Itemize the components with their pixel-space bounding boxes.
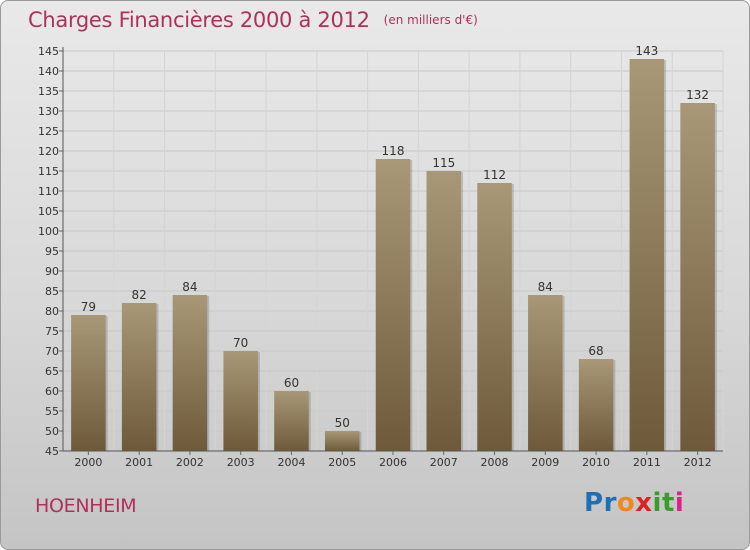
y-tick-label: 75: [45, 325, 59, 338]
y-tick-label: 85: [45, 285, 59, 298]
bar-2006: [375, 159, 411, 451]
x-tick-label: 2012: [684, 456, 712, 469]
y-tick-label: 110: [38, 185, 59, 198]
x-tick-label: 2010: [582, 456, 610, 469]
data-label-2009: 84: [538, 280, 553, 294]
x-tick-label: 2004: [277, 456, 305, 469]
data-label-2007: 115: [432, 156, 455, 170]
y-tick-label: 45: [45, 445, 59, 458]
logo-letter: x: [635, 488, 653, 518]
y-tick-label: 65: [45, 365, 59, 378]
x-tick-label: 2002: [176, 456, 204, 469]
bar-2009: [528, 295, 563, 451]
bar-2007: [426, 171, 462, 451]
y-tick-label: 135: [38, 85, 59, 98]
chart-unit: (en milliers d'€): [383, 13, 478, 27]
logo-letter: i: [652, 488, 662, 518]
y-tick-label: 70: [45, 345, 59, 358]
bar-2011: [629, 59, 665, 451]
data-label-2005: 50: [335, 416, 350, 430]
y-tick-label: 130: [38, 105, 59, 118]
y-tick-label: 120: [38, 145, 59, 158]
data-label-2008: 112: [483, 168, 506, 182]
logo-letter: P: [584, 488, 604, 518]
y-tick-label: 60: [45, 385, 59, 398]
bar-2004: [274, 391, 309, 451]
data-label-2006: 118: [382, 144, 405, 158]
bar-2010: [578, 359, 614, 451]
x-tick-label: 2000: [74, 456, 102, 469]
data-label-2011: 143: [635, 44, 658, 58]
proxiti-logo: Proxiti: [584, 488, 684, 518]
logo-letter: t: [661, 488, 675, 518]
chart-title-main: Charges Financières 2000 à 2012: [28, 8, 370, 32]
data-label-2003: 70: [233, 336, 248, 350]
x-tick-label: 2006: [379, 456, 407, 469]
logo-letter: i: [674, 488, 685, 518]
data-label-2001: 82: [132, 288, 147, 302]
chart-title: Charges Financières 2000 à 2012 (en milli…: [28, 8, 478, 32]
commune-name: HOENHEIM: [35, 495, 137, 517]
y-tick-label: 95: [45, 245, 59, 258]
data-label-2010: 68: [588, 344, 603, 358]
x-tick-label: 2008: [481, 456, 509, 469]
x-tick-label: 2011: [633, 456, 661, 469]
data-label-2002: 84: [182, 280, 197, 294]
bar-2008: [477, 183, 512, 451]
x-tick-label: 2009: [531, 456, 559, 469]
y-tick-label: 55: [45, 405, 59, 418]
y-tick-label: 140: [38, 65, 59, 78]
y-tick-label: 100: [38, 225, 59, 238]
bar-2005: [324, 431, 360, 451]
logo-letter: o: [616, 488, 636, 518]
x-tick-label: 2007: [430, 456, 458, 469]
logo-letter: r: [603, 488, 617, 518]
x-tick-label: 2005: [328, 456, 356, 469]
y-tick-label: 50: [45, 425, 59, 438]
y-tick-label: 115: [38, 165, 59, 178]
bar-2000: [71, 315, 106, 451]
x-tick-label: 2001: [125, 456, 153, 469]
bar-2012: [680, 103, 715, 451]
y-tick-label: 145: [38, 45, 59, 58]
y-tick-label: 105: [38, 205, 59, 218]
bar-2003: [223, 351, 258, 451]
data-label-2012: 132: [686, 88, 709, 102]
y-tick-label: 125: [38, 125, 59, 138]
y-tick-label: 90: [45, 265, 59, 278]
bar-2002: [172, 295, 208, 451]
data-label-2000: 79: [81, 300, 96, 314]
x-tick-label: 2003: [227, 456, 255, 469]
bar-2001: [121, 303, 157, 451]
data-label-2004: 60: [284, 376, 299, 390]
y-tick-label: 80: [45, 305, 59, 318]
